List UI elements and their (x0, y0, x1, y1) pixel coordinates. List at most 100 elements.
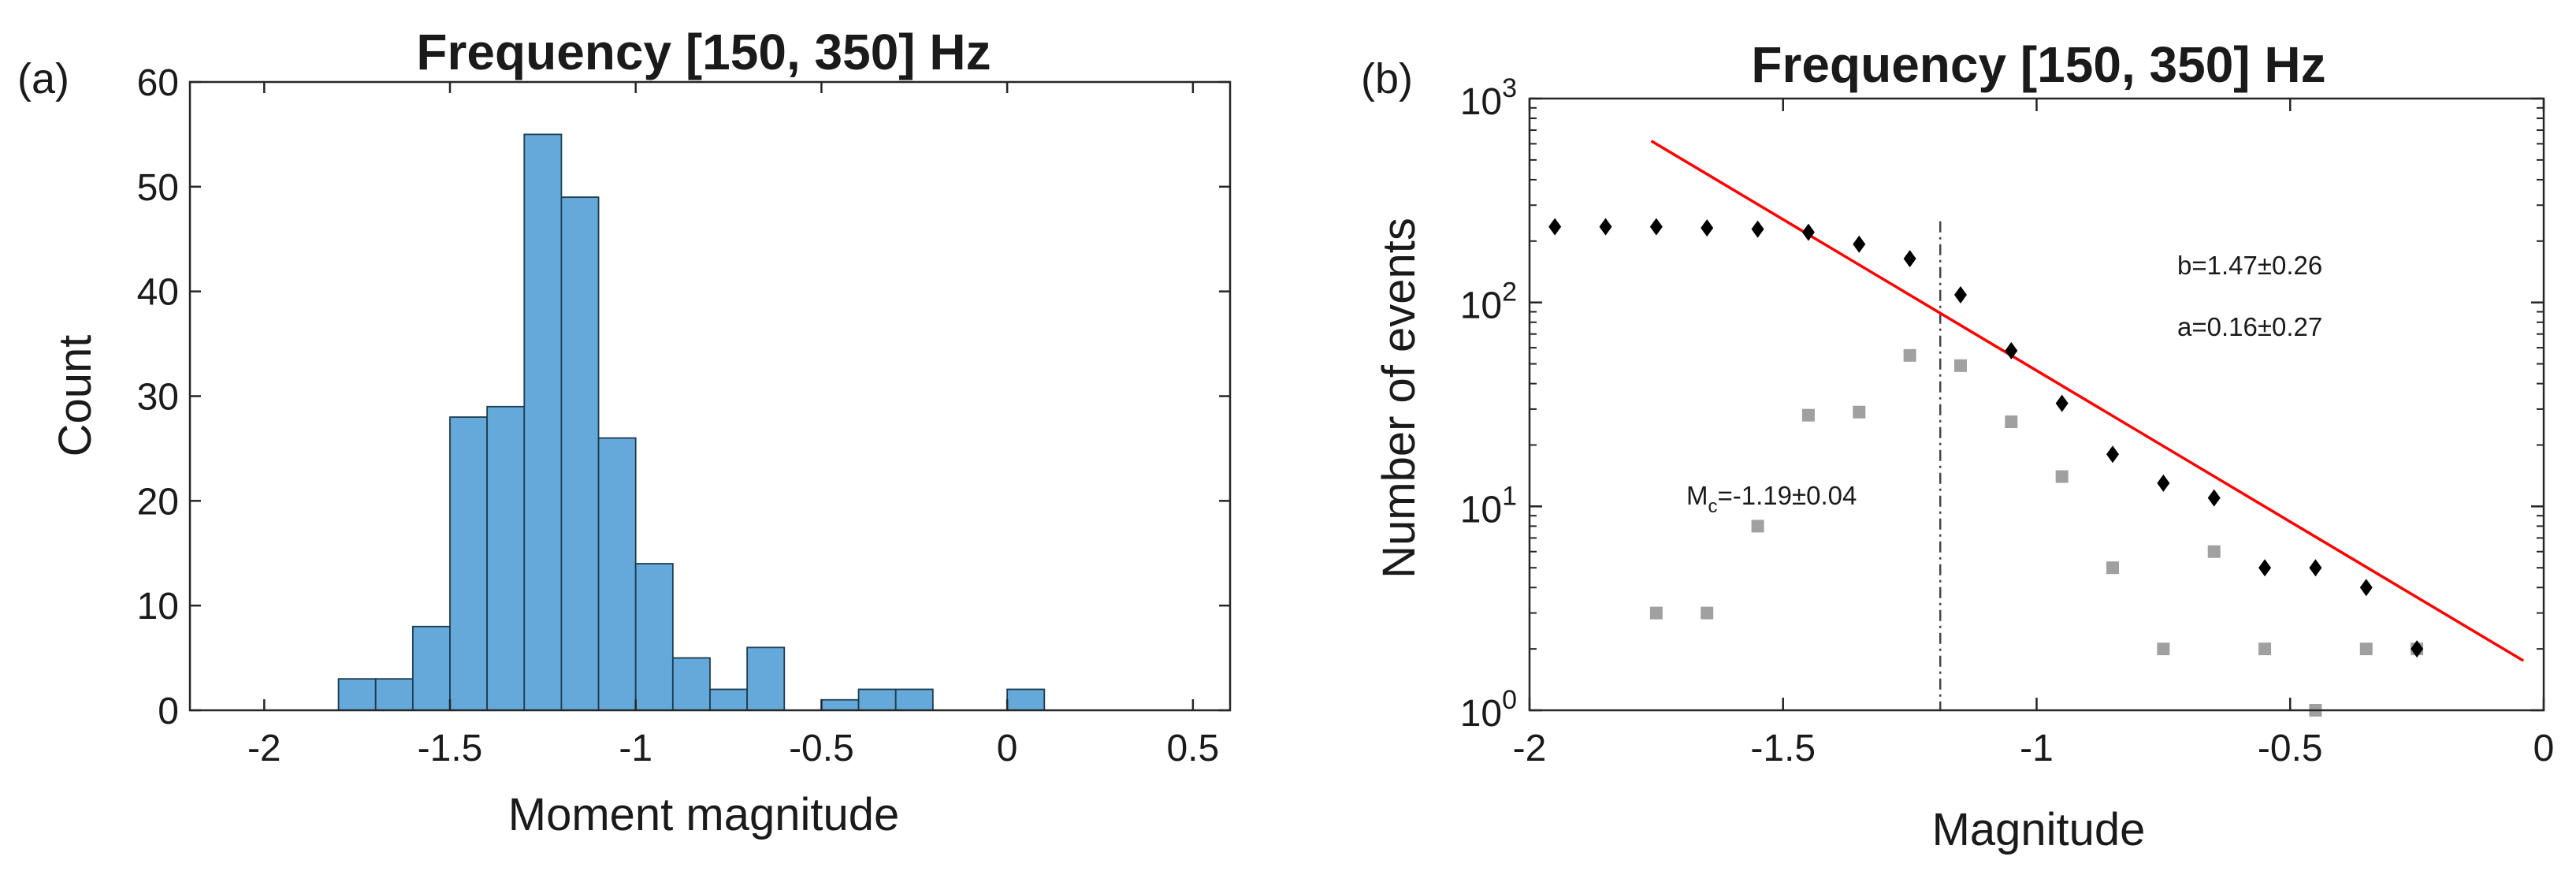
noncumulative-point (2055, 470, 2069, 483)
noncumulative-point (2157, 642, 2170, 656)
histogram-bar (857, 688, 897, 711)
cumulative-point (2359, 579, 2373, 597)
mc-annotation: Mc=-1.19±0.04 (1686, 481, 1857, 517)
cumulative-point (2055, 394, 2069, 412)
gr-title: Frequency [150, 350] Hz (1751, 36, 2325, 93)
x-tick-label: 0 (997, 728, 1018, 769)
x-tick-label: -0.5 (789, 728, 854, 769)
histogram-ticks: -2 -1.5 -1 -0.5 0 0.5 0 10 20 30 40 50 60 (137, 62, 1230, 769)
histogram-bar (597, 437, 637, 711)
x-tick-label: 0 (2533, 728, 2555, 769)
noncumulative-point (2005, 415, 2018, 428)
x-tick-label: -2 (1513, 728, 1547, 769)
y-tick-base: 10 (1460, 693, 1502, 735)
y-tick-base: 10 (1460, 285, 1502, 327)
cumulative-point (1649, 218, 1663, 236)
histogram-bar (634, 563, 674, 711)
y-tick-label: 50 (137, 167, 179, 209)
y-tick-exponent: 1 (1502, 481, 1517, 511)
y-tick-label: 102 (1460, 277, 1517, 327)
cumulative-point (1701, 219, 1714, 237)
cumulative-point (2207, 489, 2221, 507)
mc-annotation-main: M (1686, 481, 1708, 510)
y-tick-label: 101 (1460, 481, 1517, 531)
gr-ylabel: Number of events (1373, 218, 1425, 579)
cumulative-point (1548, 218, 1562, 236)
histogram-xlabel: Moment magnitude (508, 789, 899, 840)
noncumulative-point (1649, 606, 1663, 620)
y-tick-label: 103 (1460, 73, 1517, 123)
gr-plot-area (1548, 140, 2525, 717)
histogram-title: Frequency [150, 350] Hz (416, 24, 991, 80)
gr-fit-line (1650, 140, 2525, 662)
x-tick-label: -1 (619, 728, 652, 769)
histogram-ylabel: Count (50, 335, 101, 457)
cumulative-point (2258, 559, 2272, 577)
x-tick-label: -1.5 (1750, 728, 1816, 769)
cumulative-point (1801, 223, 1815, 241)
noncumulative-point (1751, 520, 1764, 533)
cumulative-point (1751, 220, 1764, 238)
y-tick-label: 30 (137, 377, 179, 419)
y-tick-label: 10 (137, 586, 179, 628)
y-tick-label: 60 (137, 62, 179, 104)
x-tick-label: -2 (247, 728, 281, 769)
y-tick-label: 40 (137, 272, 179, 314)
noncumulative-point (1801, 408, 1815, 422)
cumulative-point (1903, 250, 1916, 268)
y-tick-exponent: 3 (1502, 73, 1517, 103)
histogram-bar (411, 625, 451, 711)
noncumulative-point (1953, 359, 1967, 372)
histogram-bar (671, 657, 711, 711)
cumulative-point (2005, 341, 2018, 359)
mc-annotation-value: =-1.19±0.04 (1718, 481, 1857, 510)
y-tick-label: 100 (1460, 685, 1517, 735)
y-tick-base: 10 (1460, 81, 1502, 123)
histogram-bars (337, 133, 1046, 711)
histogram-axes-box (188, 80, 1232, 712)
histogram-bar (560, 196, 600, 711)
histogram-bar (1006, 688, 1046, 711)
histogram-bar (894, 688, 934, 711)
histogram-bar (746, 646, 786, 711)
cumulative-point (2309, 559, 2322, 577)
y-tick-label: 20 (137, 481, 179, 523)
cumulative-point (1599, 218, 1612, 236)
cumulative-point (1853, 235, 1866, 253)
panel-label-b: (b) (1361, 55, 1413, 102)
x-tick-label: -1 (2020, 728, 2054, 769)
noncumulative-point (2106, 561, 2120, 575)
noncumulative-point (1701, 606, 1714, 620)
histogram-bar (449, 416, 489, 711)
histogram-bar (523, 133, 563, 711)
b-value-annotation: b=1.47±0.26 (2177, 251, 2322, 280)
gr-axes-box (1528, 97, 2545, 712)
x-tick-label: 0.5 (1166, 728, 1219, 769)
noncumulative-point (2258, 642, 2272, 656)
cumulative-point (1953, 285, 1967, 304)
noncumulative-point (2359, 642, 2373, 656)
mc-annotation-sub: c (1708, 496, 1718, 517)
x-tick-label: -0.5 (2258, 728, 2323, 769)
x-tick-label: -1.5 (418, 728, 483, 769)
cumulative-point (2157, 474, 2170, 492)
y-tick-exponent: 2 (1502, 277, 1517, 307)
histogram-bar (374, 678, 414, 711)
y-tick-exponent: 0 (1502, 685, 1517, 715)
noncumulative-point (2207, 545, 2221, 558)
histogram-bar (486, 405, 526, 711)
histogram-panel: (a) Frequency [150, 350] Hz -2 -1.5 -1 -0.5… (17, 24, 1232, 840)
histogram-bar (709, 688, 749, 711)
y-tick-base: 10 (1460, 489, 1502, 531)
histogram-bar (337, 678, 377, 711)
a-value-annotation: a=0.16±0.27 (2177, 312, 2322, 341)
cumulative-point (2106, 445, 2120, 464)
cumulative-point (2411, 640, 2424, 658)
y-tick-label: 0 (158, 691, 179, 732)
gutenberg-richter-panel: (b) Frequency [150, 350] Hz 100101102103… (1361, 36, 2554, 855)
gr-xlabel: Magnitude (1932, 804, 2146, 855)
histogram-bar (820, 698, 860, 711)
noncumulative-point (1903, 348, 1916, 362)
